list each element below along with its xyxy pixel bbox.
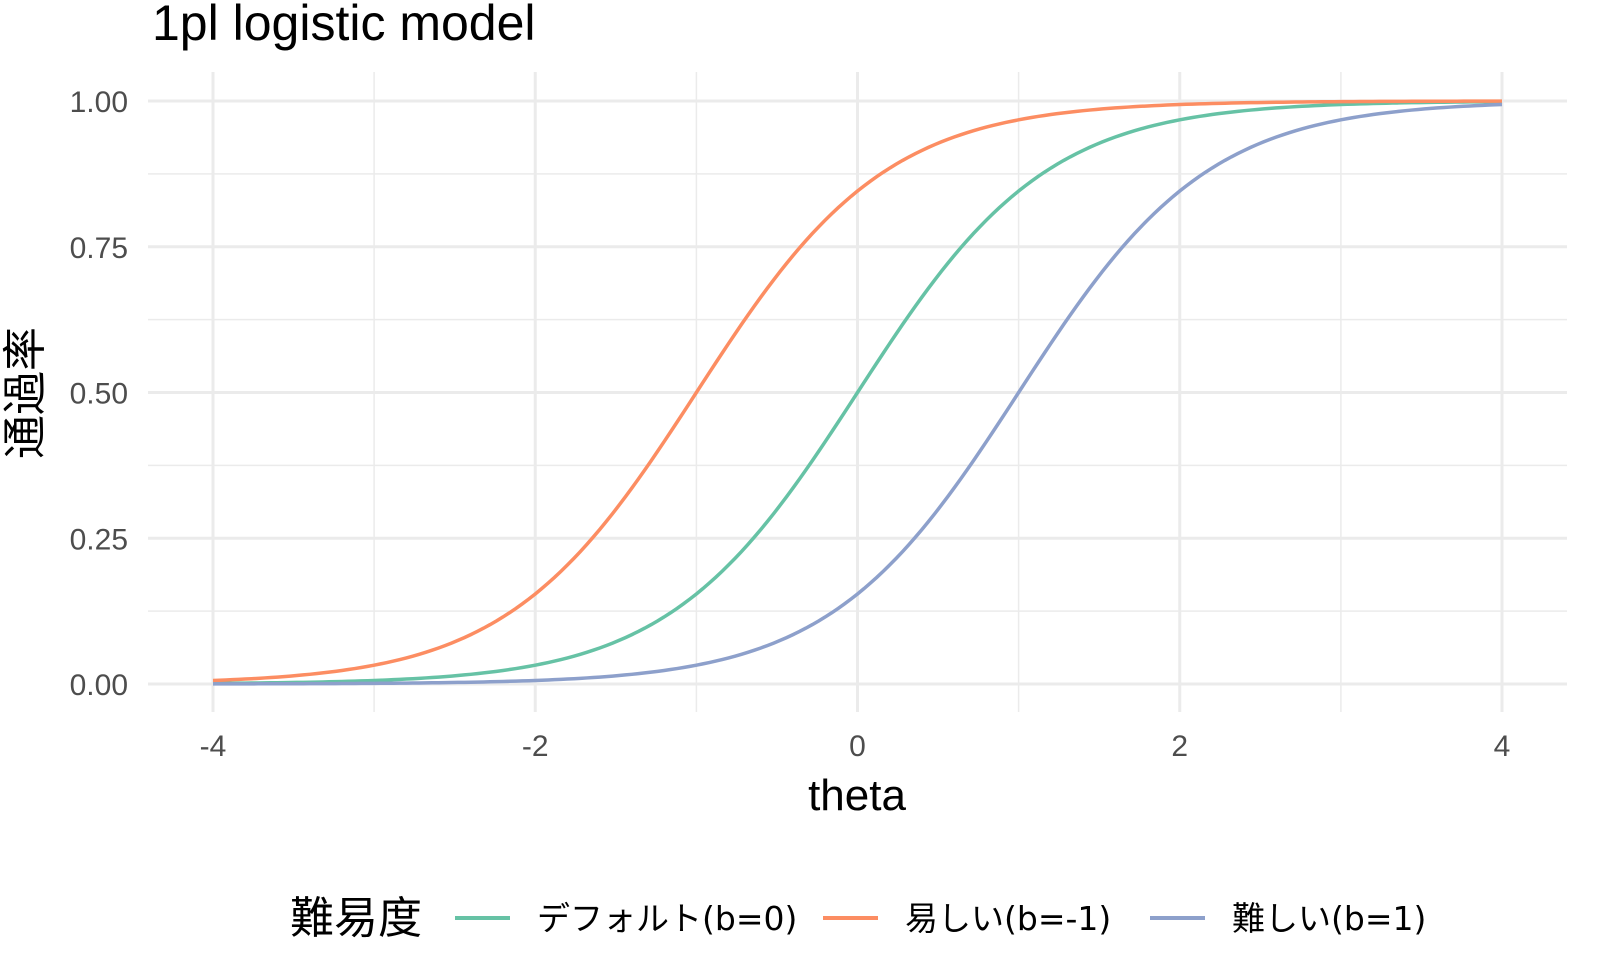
- legend-title: 難易度: [290, 893, 422, 944]
- y-axis-title: 通過率: [1, 327, 50, 459]
- x-axis-ticks: -4 -2 0 2 4: [200, 730, 1511, 763]
- legend: 難易度 デフォルト(b=0) 易しい(b=-1) 難しい(b=1): [290, 893, 1426, 944]
- chart-title: 1pl logistic model: [152, 0, 536, 51]
- legend-label-1: 易しい(b=-1): [905, 899, 1111, 938]
- legend-label-2: 難しい(b=1): [1232, 899, 1426, 938]
- x-tick-label: 4: [1494, 730, 1511, 763]
- y-tick-label: 1.00: [70, 86, 128, 119]
- y-axis-ticks: 0.00 0.25 0.50 0.75 1.00: [70, 86, 128, 702]
- legend-label-0: デフォルト(b=0): [537, 899, 797, 938]
- y-tick-label: 0.75: [70, 232, 128, 265]
- x-tick-label: 0: [849, 730, 866, 763]
- x-tick-label: -4: [200, 730, 227, 763]
- series-line-1: [212, 99, 1503, 683]
- y-tick-label: 0.00: [70, 669, 128, 702]
- series-line-2: [212, 102, 1503, 686]
- x-tick-label: 2: [1171, 730, 1188, 763]
- y-tick-label: 0.25: [70, 523, 128, 556]
- y-tick-label: 0.50: [70, 378, 128, 411]
- grid: [148, 72, 1567, 712]
- plot-lines: [212, 99, 1503, 686]
- x-tick-label: -2: [522, 730, 549, 763]
- series-line-0: [212, 99, 1503, 686]
- x-axis-title: theta: [808, 771, 906, 820]
